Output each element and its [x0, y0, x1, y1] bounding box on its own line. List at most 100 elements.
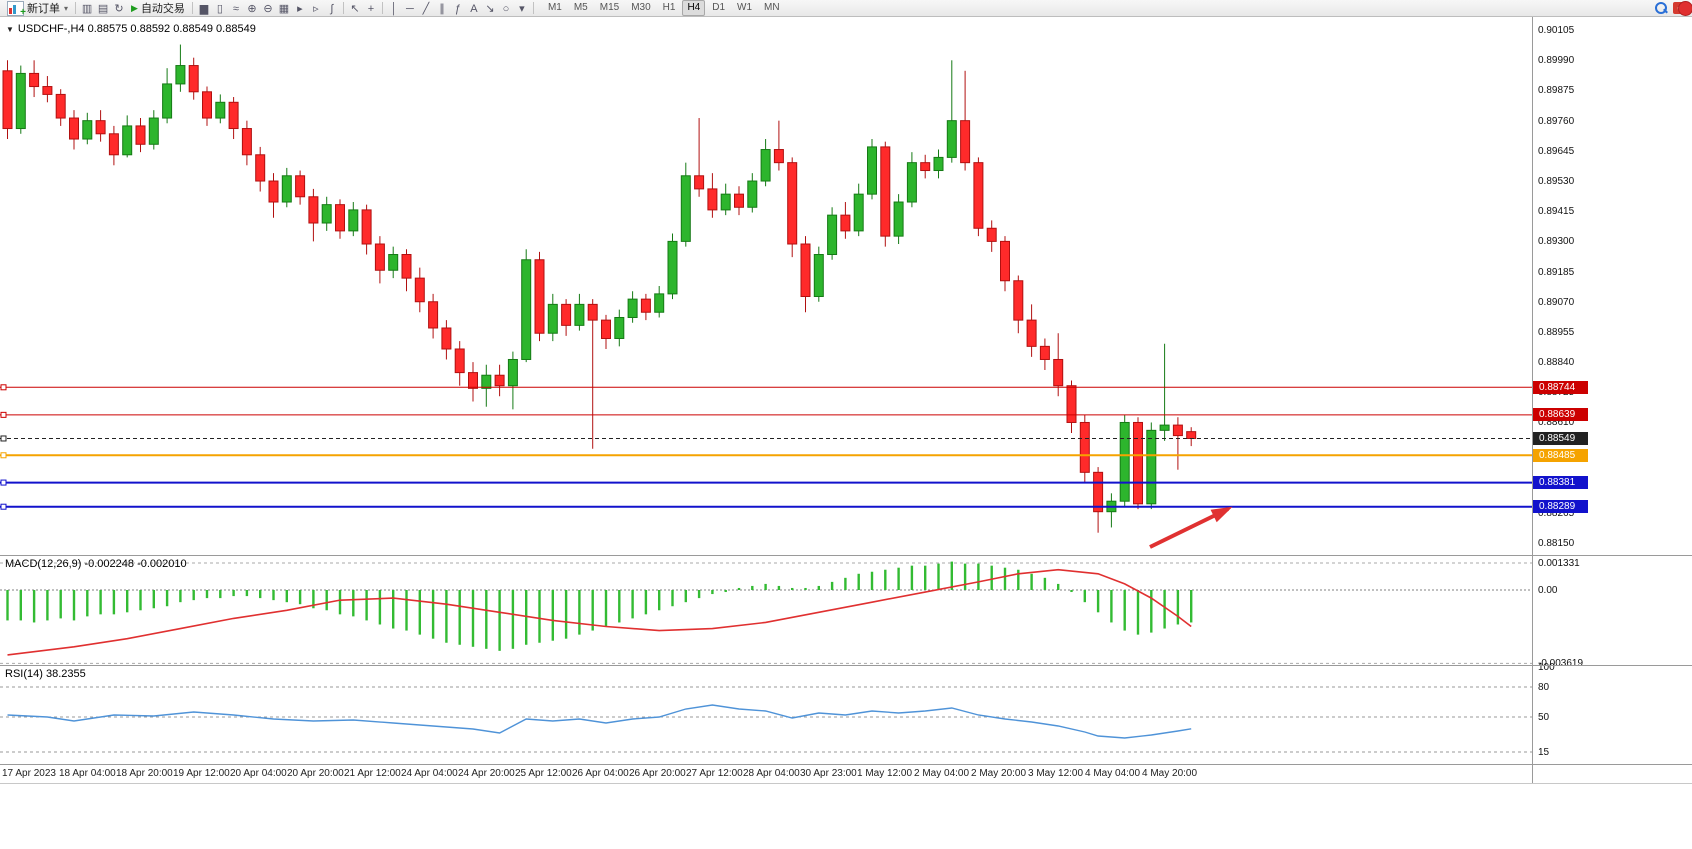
timeframe-button-m15[interactable]: M15: [599, 2, 620, 13]
macd-histogram-bar: [697, 590, 701, 599]
new-order-label: 新订单: [27, 3, 60, 15]
timeframe-button-mn[interactable]: MN: [764, 2, 780, 13]
candlestick: [1079, 421, 1090, 473]
vertical-line-icon[interactable]: │: [390, 3, 398, 15]
bar-chart-icon[interactable]: ▆: [199, 3, 209, 15]
line-chart-icon[interactable]: ≈: [232, 3, 239, 15]
zoom-out-icon[interactable]: ⊖: [263, 3, 273, 15]
profiles-icon[interactable]: ▤: [97, 3, 109, 15]
fibonacci-icon[interactable]: ƒ: [454, 3, 461, 15]
support-line-blue-2-handle[interactable]: [0, 503, 7, 510]
current-price-line-handle[interactable]: [0, 435, 7, 442]
search-icon[interactable]: [1655, 2, 1668, 14]
macd-histogram-bar: [165, 590, 169, 607]
candlestick: [414, 277, 425, 303]
auto-trading-button[interactable]: ▶ 自动交易: [127, 1, 189, 16]
resistance-line-1-handle[interactable]: [0, 384, 7, 391]
macd-histogram-bar: [631, 590, 634, 619]
rsi-canvas[interactable]: [0, 666, 1532, 764]
timeframe-button-m1[interactable]: M1: [547, 2, 562, 13]
price-tag-support-line-blue-2[interactable]: 0.88289: [1533, 500, 1588, 514]
zoom-in-icon[interactable]: ⊕: [247, 3, 257, 15]
candlestick: [255, 154, 266, 182]
support-line-orange-handle[interactable]: [0, 452, 7, 459]
candle-chart-icon[interactable]: ▯: [216, 3, 223, 15]
price-tag-resistance-line-2[interactable]: 0.88639: [1533, 408, 1588, 422]
macd-histogram-bar: [538, 590, 541, 643]
macd-histogram-bar: [1003, 567, 1007, 590]
macd-histogram-bar: [990, 565, 993, 590]
macd-histogram-bar: [711, 590, 714, 595]
price-scale[interactable]: 0.90105 0.89990 0.89875 0.89760 0.89645 0.895…: [1532, 17, 1692, 783]
price-tag-support-line-orange[interactable]: 0.88485: [1533, 448, 1588, 462]
text-label-icon[interactable]: A: [470, 3, 478, 15]
resistance-line-2-handle[interactable]: [0, 411, 7, 418]
macd-histogram-bar: [684, 590, 687, 603]
crosshair-icon[interactable]: +: [367, 3, 375, 15]
macd-histogram-bar: [604, 590, 608, 627]
support-line-blue-1-handle[interactable]: [0, 479, 7, 486]
arrow-tool-icon[interactable]: ↘: [485, 3, 495, 15]
candlestick: [348, 209, 359, 232]
macd-histogram-bar: [817, 585, 820, 590]
candlestick: [268, 180, 279, 203]
macd-histogram-bar: [139, 590, 142, 611]
candlestick: [1053, 358, 1064, 387]
candlestick: [627, 298, 638, 318]
timeframe-button-h4[interactable]: H4: [682, 0, 706, 16]
macd-histogram-bar: [764, 583, 767, 590]
candlestick: [1039, 345, 1050, 360]
macd-histogram-bar: [338, 590, 342, 615]
candlestick: [188, 65, 199, 93]
trendline-icon[interactable]: ╱: [422, 3, 430, 15]
price-chart-canvas[interactable]: [0, 17, 1532, 555]
macd-histogram-bar: [365, 590, 368, 621]
new-chart-icon[interactable]: ▥: [81, 3, 93, 15]
timeframe-toolbar: M1 M5 M15 M30 H1 H4 D1 W1 MN: [543, 0, 785, 16]
candlestick: [654, 293, 665, 313]
panel-divider[interactable]: [0, 764, 1692, 765]
macd-histogram-bar: [272, 590, 275, 601]
price-axis-label: 0.88955: [1538, 326, 1575, 338]
macd-canvas[interactable]: [0, 556, 1532, 665]
time-axis-label: 3 May 12:00: [1028, 768, 1084, 779]
macd-histogram-bar: [485, 590, 488, 649]
macd-histogram-bar: [618, 590, 621, 623]
new-order-button[interactable]: + 新订单 ▾: [3, 0, 72, 17]
auto-scroll-icon[interactable]: ▸: [297, 3, 303, 15]
timeframe-button-h1[interactable]: H1: [662, 2, 676, 13]
indicators-icon[interactable]: ∫: [330, 3, 334, 15]
cursor-icon[interactable]: ↖: [350, 3, 360, 15]
price-tag-resistance-line-1[interactable]: 0.88744: [1533, 380, 1588, 394]
candlestick: [680, 175, 691, 242]
timeframe-button-m30[interactable]: M30: [631, 2, 651, 13]
timeframe-button-m5[interactable]: M5: [573, 2, 588, 13]
macd-histogram-bar: [352, 590, 355, 617]
candlestick: [29, 72, 40, 88]
time-axis[interactable]: 17 Apr 2023 18 Apr 04:00 18 Apr 20:00 19 Ap…: [0, 765, 1532, 783]
tile-windows-icon[interactable]: ▦: [278, 3, 290, 15]
timeframe-button-w1[interactable]: W1: [737, 2, 753, 13]
candlestick: [308, 196, 319, 224]
horizontal-line-icon[interactable]: ─: [406, 3, 414, 15]
notification-badge: [1678, 1, 1692, 16]
time-axis-label: 20 Apr 04:00: [230, 768, 287, 779]
macd-signal-line: [7, 568, 1192, 656]
panel-divider[interactable]: [0, 665, 1692, 666]
refresh-icon[interactable]: ↻: [114, 3, 124, 15]
price-axis-label: 0.90105: [1538, 25, 1575, 37]
periods-icon[interactable]: ▾: [519, 3, 525, 15]
one-click-trading-toggle[interactable]: ▼: [6, 24, 14, 34]
macd-histogram-bar: [658, 590, 661, 611]
timeframe-button-d1[interactable]: D1: [712, 2, 726, 13]
price-tag-support-line-blue-1[interactable]: 0.88381: [1533, 476, 1588, 490]
channel-icon[interactable]: ∥: [439, 3, 445, 15]
macd-histogram-bar: [72, 590, 76, 621]
shapes-icon[interactable]: ○: [502, 3, 510, 15]
panel-divider[interactable]: [0, 555, 1692, 556]
time-axis-label: 18 Apr 20:00: [116, 768, 173, 779]
chart-shift-icon[interactable]: ▹: [313, 3, 319, 15]
candlestick: [614, 316, 625, 339]
price-chart-panel: ▼ USDCHF-,H4 0.88575 0.88592 0.88549 0.8…: [0, 17, 1532, 555]
macd-histogram-bar: [1123, 590, 1126, 631]
